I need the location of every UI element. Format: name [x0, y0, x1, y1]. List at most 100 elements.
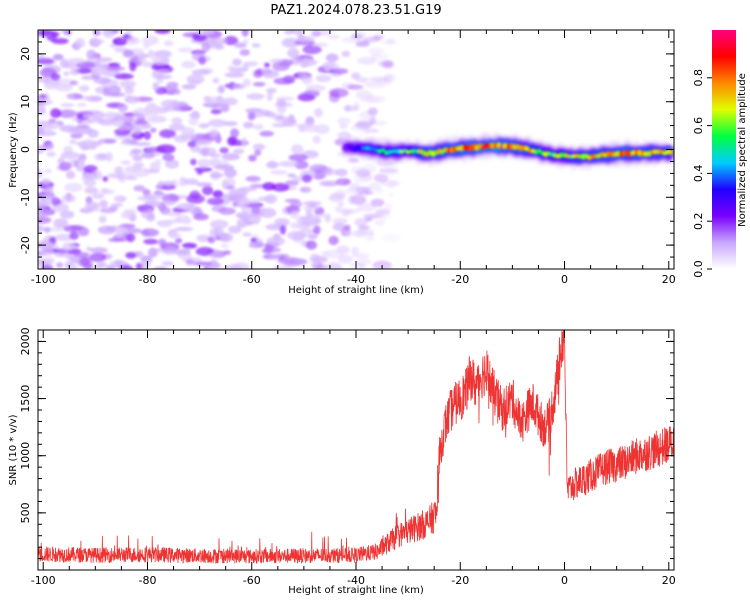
noise-blob — [246, 93, 265, 100]
noise-blob — [141, 61, 154, 68]
noise-blob — [99, 199, 108, 209]
noise-blob — [65, 93, 75, 100]
noise-blob — [192, 34, 207, 42]
noise-blob — [44, 257, 55, 265]
noise-blob — [380, 213, 392, 219]
noise-blob — [193, 261, 212, 266]
track-cell — [437, 148, 442, 155]
noise-blob — [92, 30, 101, 36]
noise-blob — [213, 227, 224, 238]
noise-blob — [257, 196, 274, 202]
noise-blob — [102, 30, 115, 38]
colorbar-tick-label: 0.2 — [692, 212, 705, 230]
noise-blob — [138, 205, 150, 212]
noise-blob — [90, 110, 105, 120]
noise-blob — [354, 257, 372, 266]
noise-blob — [195, 182, 213, 187]
x-tick-label: -40 — [347, 273, 365, 286]
noise-blob — [54, 233, 74, 242]
noise-blob — [245, 175, 261, 182]
noise-blob — [354, 188, 364, 198]
track-cell — [537, 148, 542, 154]
noise-blob — [341, 50, 351, 58]
noise-blob — [38, 258, 47, 267]
noise-blob — [186, 74, 205, 84]
noise-blob — [146, 213, 156, 222]
noise-blob — [38, 225, 45, 233]
noise-blob — [38, 120, 53, 127]
noise-blob — [205, 96, 224, 105]
noise-blob — [38, 30, 52, 37]
noise-blob — [58, 161, 72, 171]
noise-blob — [38, 77, 52, 83]
noise-blob — [224, 168, 237, 178]
noise-blob — [258, 208, 277, 218]
noise-blob — [186, 194, 205, 204]
noise-blob — [360, 95, 379, 104]
noise-blob — [241, 136, 248, 147]
noise-blob — [171, 249, 191, 255]
noise-blob — [221, 181, 230, 189]
noise-blob — [126, 232, 136, 243]
noise-blob — [84, 138, 93, 147]
noise-blob — [159, 129, 177, 139]
noise-blob — [227, 136, 237, 147]
noise-blob — [135, 120, 149, 125]
noise-blob — [163, 200, 176, 206]
noise-blob — [89, 252, 107, 262]
noise-blob — [157, 68, 169, 74]
noise-blob — [98, 138, 117, 144]
noise-blob — [236, 223, 246, 229]
noise-blob — [64, 194, 73, 200]
noise-blob — [373, 34, 385, 40]
noise-blob — [149, 161, 161, 172]
noise-blob — [232, 83, 246, 90]
noise-blob — [383, 203, 393, 212]
noise-blob — [124, 166, 142, 172]
noise-blob — [114, 227, 128, 234]
noise-blob — [143, 131, 152, 140]
noise-blob — [64, 30, 72, 36]
noise-blob — [327, 34, 340, 40]
noise-blob — [242, 232, 252, 237]
noise-blob — [147, 115, 167, 123]
noise-blob — [370, 198, 385, 207]
noise-blob — [113, 259, 124, 268]
noise-blob — [328, 68, 349, 75]
colorbar-gradient — [712, 30, 736, 269]
track-cell — [452, 146, 458, 153]
noise-blob — [328, 88, 349, 98]
track-cell — [396, 148, 401, 155]
noise-blob — [184, 178, 199, 185]
x-tick-label: 0 — [561, 574, 568, 587]
noise-blob — [282, 75, 296, 84]
track-cell — [609, 151, 614, 158]
noise-blob — [250, 237, 257, 243]
colorbar-tick-label: 0.8 — [692, 69, 705, 87]
noise-blob — [76, 124, 90, 129]
noise-blob — [113, 195, 127, 203]
noise-blob — [46, 151, 56, 157]
noise-blob — [69, 139, 77, 145]
noise-blob — [38, 209, 51, 217]
noise-blob — [314, 108, 323, 118]
noise-blob — [42, 263, 54, 269]
noise-blob — [65, 170, 76, 179]
noise-blob — [239, 49, 251, 56]
noise-blob — [332, 223, 347, 231]
noise-blob — [107, 92, 126, 97]
noise-blob — [288, 153, 308, 162]
noise-blob — [123, 228, 143, 234]
snr-y-ticks: 500 1000 1500 2000 — [19, 327, 674, 571]
noise-blob — [198, 56, 207, 65]
noise-blob — [188, 112, 201, 119]
noise-blob — [148, 247, 158, 258]
noise-blob — [309, 164, 328, 173]
noise-blob — [160, 57, 170, 64]
noise-blob — [223, 35, 239, 46]
noise-blob — [43, 168, 53, 174]
noise-blob — [217, 86, 225, 94]
noise-blob — [357, 57, 377, 65]
noise-blob — [267, 160, 277, 168]
